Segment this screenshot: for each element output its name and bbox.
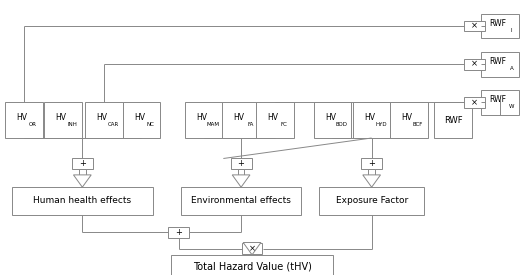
Text: I: I: [511, 28, 512, 33]
Bar: [368, 169, 375, 175]
Text: BOD: BOD: [336, 122, 348, 127]
Bar: [464, 59, 485, 70]
Bar: [85, 102, 122, 138]
Text: HV: HV: [234, 113, 245, 122]
Text: ×: ×: [248, 244, 256, 253]
Text: RWF: RWF: [444, 116, 463, 125]
Text: HV: HV: [267, 113, 278, 122]
Bar: [222, 102, 260, 138]
Text: A: A: [510, 66, 513, 71]
Text: RWF: RWF: [489, 19, 506, 28]
Text: HV: HV: [134, 113, 145, 122]
Text: HV: HV: [364, 113, 375, 122]
Bar: [79, 169, 86, 175]
Bar: [434, 102, 472, 138]
Bar: [319, 187, 424, 214]
Text: FC: FC: [281, 122, 288, 127]
Bar: [481, 14, 519, 38]
Text: HV: HV: [401, 113, 412, 122]
Bar: [481, 52, 519, 76]
Text: HYD: HYD: [375, 122, 387, 127]
Bar: [171, 255, 333, 276]
Polygon shape: [363, 175, 381, 187]
Text: Total Hazard Value (tHV): Total Hazard Value (tHV): [193, 261, 311, 271]
Bar: [390, 102, 427, 138]
Text: ×: ×: [471, 22, 478, 30]
Polygon shape: [74, 175, 91, 187]
Bar: [181, 187, 301, 214]
Bar: [238, 169, 245, 175]
Text: NC: NC: [147, 122, 155, 127]
Bar: [185, 102, 223, 138]
Text: +: +: [79, 160, 86, 168]
Bar: [169, 227, 190, 238]
Text: ×: ×: [471, 60, 478, 69]
Text: +: +: [238, 160, 245, 168]
Text: Environmental effects: Environmental effects: [191, 196, 291, 205]
Text: RWF: RWF: [489, 95, 506, 104]
Bar: [44, 102, 82, 138]
Text: W: W: [509, 104, 514, 109]
Text: BCF: BCF: [413, 122, 423, 127]
Bar: [12, 187, 153, 214]
Text: RWF: RWF: [489, 57, 506, 66]
Text: CAR: CAR: [108, 122, 119, 127]
Text: +: +: [175, 228, 182, 237]
Bar: [361, 158, 382, 169]
Bar: [353, 102, 391, 138]
Text: Exposure Factor: Exposure Factor: [335, 196, 408, 205]
Text: HV: HV: [96, 113, 107, 122]
Text: Human health effects: Human health effects: [33, 196, 131, 205]
Bar: [5, 102, 43, 138]
Text: MAM: MAM: [207, 122, 220, 127]
Polygon shape: [232, 175, 250, 187]
Text: HV: HV: [16, 113, 27, 122]
Text: +: +: [368, 160, 375, 168]
Text: HV: HV: [196, 113, 207, 122]
Bar: [464, 20, 485, 31]
Bar: [242, 243, 262, 254]
Text: FA: FA: [247, 122, 254, 127]
Text: HV: HV: [56, 113, 67, 122]
Bar: [72, 158, 93, 169]
Bar: [464, 97, 485, 108]
Bar: [313, 102, 351, 138]
Text: INH: INH: [68, 122, 77, 127]
Text: ×: ×: [471, 98, 478, 107]
Polygon shape: [243, 243, 261, 255]
Bar: [481, 90, 519, 115]
Bar: [122, 102, 160, 138]
Text: HV: HV: [325, 113, 336, 122]
Text: OR: OR: [29, 122, 37, 127]
Bar: [256, 102, 294, 138]
Bar: [230, 158, 251, 169]
